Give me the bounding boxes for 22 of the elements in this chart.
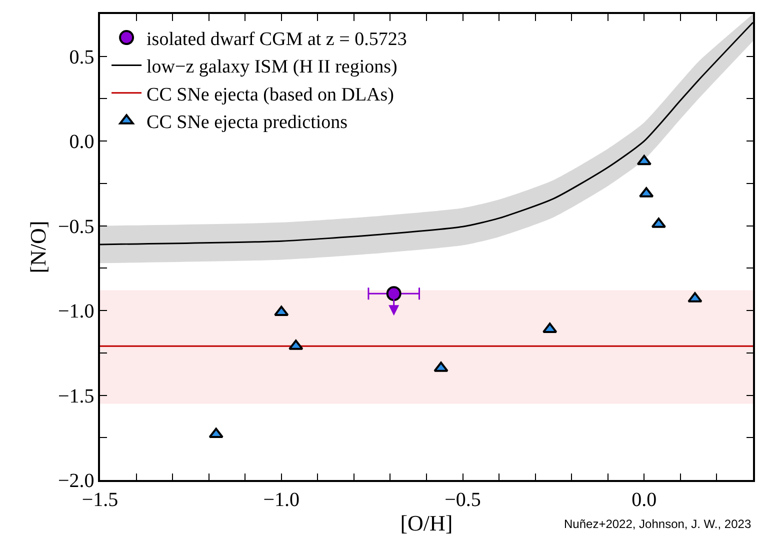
point [688,292,702,302]
point [288,340,304,350]
y-tick-label: −0.5 [58,216,94,238]
text: Nuñez+2022, Johnson, J. W., 2023 [564,517,752,531]
point [434,362,448,372]
x-tick-label: −0.5 [444,488,481,511]
y-axis-title: [N/O] [25,220,50,274]
legend-label: isolated dwarf CGM at z = 0.5723 [146,28,407,50]
x-axis-title: [O/H] [400,510,453,536]
y-tick-label: −1.5 [58,385,94,408]
x-tick-label: −1.0 [263,488,300,511]
legend-label: CC SNe ejecta predictions [146,112,348,134]
x-tick-label: 0.0 [632,488,657,511]
point [274,306,289,316]
y-tick-label: −2.0 [58,470,94,492]
y-tick-label: −1.0 [58,300,94,323]
point [636,154,652,166]
legend-label: low−z galaxy ISM (H II regions) [146,56,398,78]
legend-label: CC SNe ejecta (based on DLAs) [146,84,394,106]
y-tick-label: 0.5 [69,46,94,68]
point [208,428,224,438]
y-tick-label: 0.0 [69,131,94,154]
